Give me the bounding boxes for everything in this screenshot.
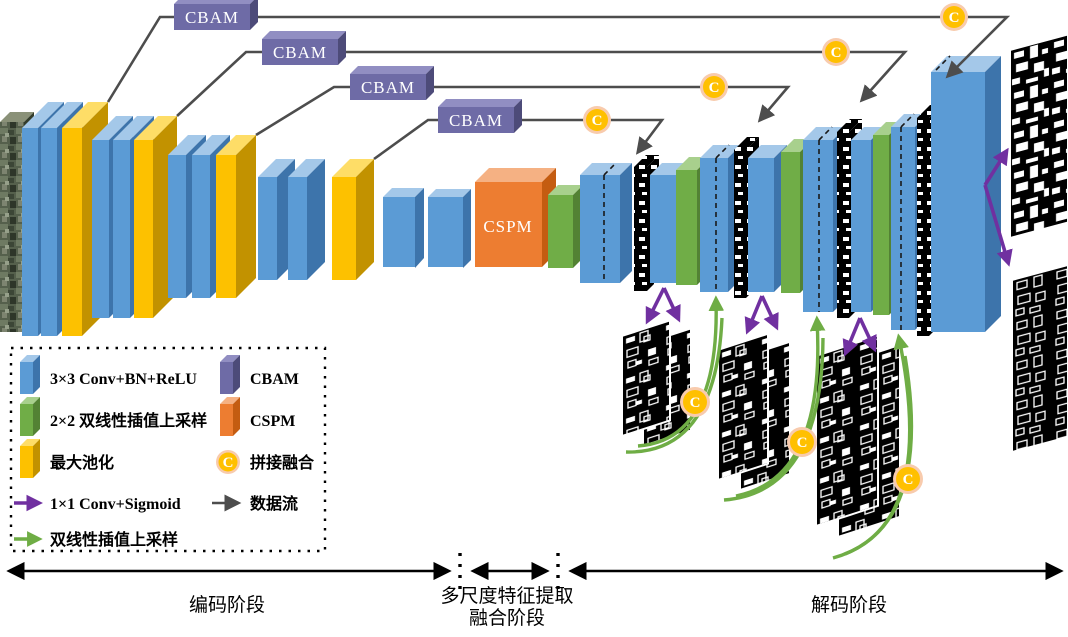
cspm-block: CSPM xyxy=(475,168,556,267)
cbam-box: CBAM xyxy=(350,66,434,100)
bottleneck: CSPM xyxy=(383,168,556,268)
decoder-group-3 xyxy=(781,119,884,318)
output-map-top xyxy=(1009,33,1068,240)
output-map-bottom xyxy=(1011,263,1068,454)
legend-label: CBAM xyxy=(250,371,299,388)
decoder-group-4 xyxy=(873,55,1001,336)
output-conv-block xyxy=(931,55,1001,332)
encoder-stage-2 xyxy=(92,116,177,318)
svg-text:C: C xyxy=(949,10,960,26)
encoder-to-cbam-line xyxy=(373,118,438,161)
cspm-label: CSPM xyxy=(483,217,532,236)
maxpool-block xyxy=(332,159,374,280)
concat-circle: C xyxy=(940,3,968,31)
skip-connection-lines xyxy=(106,15,1011,161)
concat-circle: C xyxy=(680,387,710,417)
concat-circle: C xyxy=(787,427,817,457)
cbam-to-decoder-line xyxy=(522,118,665,155)
decoder-group-1 xyxy=(548,155,688,291)
decoder-group-2 xyxy=(676,137,787,298)
cbam-to-decoder-line xyxy=(434,85,791,123)
svg-text:CBAM: CBAM xyxy=(449,111,503,130)
concat-circle: C xyxy=(700,73,728,101)
prediction-map-pair-1 xyxy=(621,319,692,448)
maxpool-block-icon xyxy=(20,439,40,478)
cspm-block-icon xyxy=(220,397,240,436)
conv-block xyxy=(803,126,846,312)
cbam-boxes: CBAM CBAM CBAM CBAM xyxy=(174,0,522,133)
encoder-to-cbam-line xyxy=(106,15,174,103)
svg-text:C: C xyxy=(223,455,234,471)
encoder-stage-3 xyxy=(168,135,256,298)
svg-text:C: C xyxy=(592,113,603,129)
conv1x1-sigmoid-arrows xyxy=(645,147,1013,357)
svg-text:CBAM: CBAM xyxy=(361,78,415,97)
concat-circle: C xyxy=(893,464,923,494)
concat-circles: C C C C C C C xyxy=(583,3,968,494)
legend-label: 1×1 Conv+Sigmoid xyxy=(50,496,181,513)
conv-block xyxy=(383,188,424,268)
decoder-stage-label: 解码阶段 xyxy=(811,594,887,616)
svg-text:C: C xyxy=(831,45,842,61)
svg-text:C: C xyxy=(709,80,720,96)
svg-text:CBAM: CBAM xyxy=(185,8,239,27)
legend-label: 最大池化 xyxy=(50,453,114,472)
svg-text:C: C xyxy=(797,435,808,451)
svg-text:C: C xyxy=(903,472,914,488)
fusion-stage-label-line1: 多尺度特征提取 xyxy=(440,585,573,607)
prediction-map-pair-3 xyxy=(815,334,901,539)
cbam-box: CBAM xyxy=(262,31,346,65)
conv-block-icon xyxy=(20,355,40,394)
encoder-stage-4 xyxy=(258,159,374,280)
upsample-block xyxy=(548,185,583,268)
upsample-block-icon xyxy=(20,397,40,436)
cbam-block-icon xyxy=(220,355,240,394)
stage-axis: 编码阶段 多尺度特征提取 融合阶段 解码阶段 xyxy=(6,553,1064,629)
cbam-box: CBAM xyxy=(174,0,258,30)
encoder-to-cbam-line xyxy=(255,85,350,137)
legend-label: 双线性插值上采样 xyxy=(50,530,178,549)
legend-label: 3×3 Conv+BN+ReLU xyxy=(50,371,197,388)
svg-text:CBAM: CBAM xyxy=(273,43,327,62)
cbam-box: CBAM xyxy=(438,99,522,133)
concat-circle: C xyxy=(583,106,611,134)
legend-label: 数据流 xyxy=(250,494,298,513)
encoder-stage-label: 编码阶段 xyxy=(189,594,265,616)
legend-label: 拼接融合 xyxy=(250,453,315,472)
legend-box: 3×3 Conv+BN+ReLU 2×2 双线性插值上采样 最大池化 1×1 C… xyxy=(9,346,327,553)
conv-block xyxy=(580,162,632,283)
conv-block xyxy=(428,189,471,268)
encoder-to-cbam-line xyxy=(176,50,262,117)
concat-circle: C xyxy=(822,38,850,66)
cbam-to-decoder-line xyxy=(258,15,1011,79)
fusion-stage-label-line2: 融合阶段 xyxy=(469,607,545,629)
maxpool-block xyxy=(216,135,256,298)
legend-label: 2×2 双线性插值上采样 xyxy=(50,411,207,430)
cbam-to-decoder-line xyxy=(346,50,908,103)
prediction-map-pair-2 xyxy=(717,332,791,492)
concat-circle-icon: C xyxy=(216,450,240,474)
svg-text:C: C xyxy=(690,395,701,411)
conv-block xyxy=(288,159,325,280)
legend-label: CSPM xyxy=(250,413,295,430)
